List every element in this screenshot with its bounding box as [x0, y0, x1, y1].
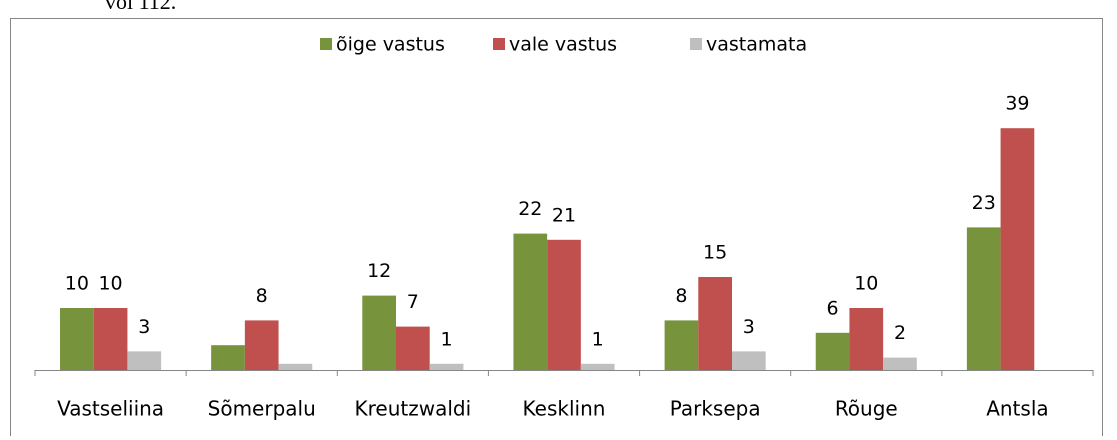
data-label: 23: [972, 192, 996, 214]
bar: [883, 357, 917, 370]
bar: [849, 308, 884, 370]
data-label: 10: [98, 273, 122, 295]
data-label: 8: [675, 285, 687, 307]
bar: [966, 227, 1001, 370]
data-label: 15: [703, 242, 727, 264]
x-tick-label: Vastseliina: [57, 397, 164, 421]
bar: [513, 233, 548, 370]
data-label: 22: [518, 198, 542, 220]
bar: [429, 363, 464, 370]
data-label: 2: [894, 322, 906, 344]
bar: [60, 308, 94, 370]
legend-swatch: [320, 38, 332, 50]
data-label: 7: [407, 291, 419, 313]
data-label: 10: [854, 273, 878, 295]
data-label: 8: [256, 285, 268, 307]
bar: [698, 277, 732, 370]
x-tick-label: Antsla: [986, 397, 1048, 421]
bar: [1000, 128, 1035, 370]
page-text: või 112.: [105, 0, 176, 14]
legend-label: vastamata: [706, 34, 807, 56]
legend-label: õige vastus: [336, 34, 445, 56]
bar: [580, 363, 615, 370]
bar: [127, 351, 162, 370]
data-label: 10: [65, 273, 89, 295]
x-tick-label: Kreutzwaldi: [355, 397, 472, 421]
data-label: 1: [592, 328, 604, 350]
data-label: 12: [367, 260, 391, 282]
legend-swatch: [690, 38, 702, 50]
bar: [396, 326, 430, 370]
legend-label: vale vastus: [509, 34, 617, 56]
bar: [93, 308, 128, 370]
x-tick-label: Kesklinn: [523, 397, 606, 421]
bar: [547, 239, 581, 370]
bar: [664, 320, 699, 370]
bar: [278, 363, 313, 370]
data-label: 1: [441, 328, 453, 350]
data-label: 3: [743, 316, 755, 338]
legend-swatch: [493, 38, 505, 50]
x-tick-label: Sõmerpalu: [208, 397, 316, 421]
bar: [211, 345, 245, 370]
data-label: 3: [138, 316, 150, 338]
chart-frame: [10, 18, 1103, 440]
data-label: 21: [552, 204, 576, 226]
bar: [362, 295, 397, 370]
x-tick-label: Parksepa: [670, 397, 761, 421]
data-label: 6: [827, 297, 839, 319]
x-tick-label: Rõuge: [835, 397, 898, 421]
bar: [731, 351, 766, 370]
bar: [815, 332, 850, 370]
bar: [244, 320, 279, 370]
data-label: 39: [1005, 93, 1029, 115]
